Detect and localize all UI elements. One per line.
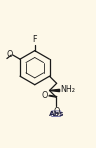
Text: NH₂: NH₂ (61, 85, 76, 94)
Polygon shape (50, 89, 60, 92)
FancyBboxPatch shape (52, 111, 61, 116)
Text: O: O (6, 50, 12, 59)
Text: Abs: Abs (48, 111, 64, 117)
Text: O: O (53, 107, 59, 116)
Text: O: O (41, 91, 48, 100)
Text: F: F (33, 35, 37, 44)
